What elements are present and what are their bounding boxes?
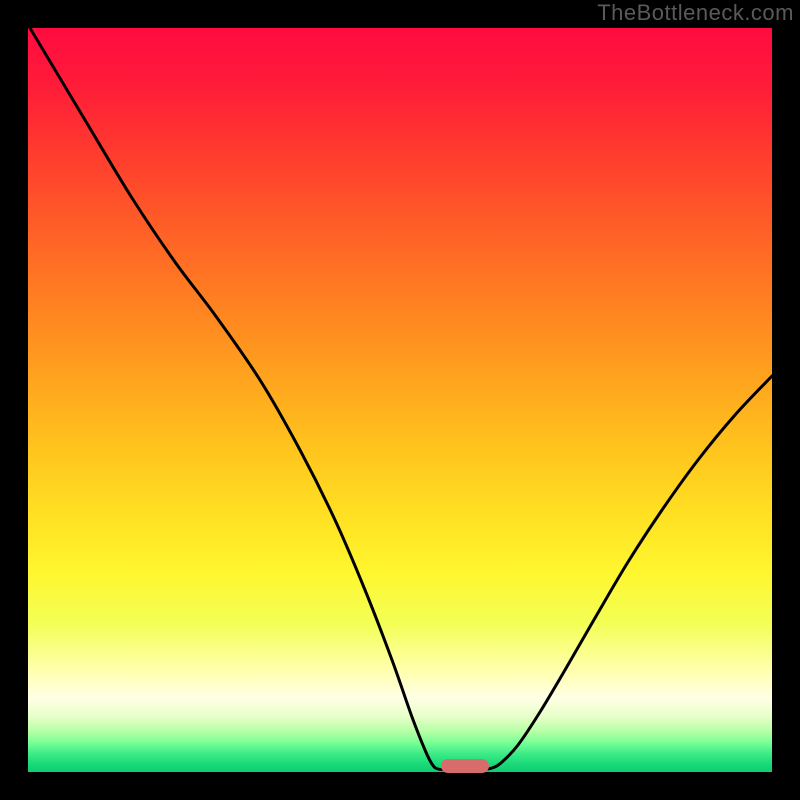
chart-container: TheBottleneck.com [0,0,800,800]
bottleneck-chart [0,0,800,800]
plot-background [28,28,772,772]
watermark-text: TheBottleneck.com [597,0,794,26]
optimal-marker [441,759,489,773]
